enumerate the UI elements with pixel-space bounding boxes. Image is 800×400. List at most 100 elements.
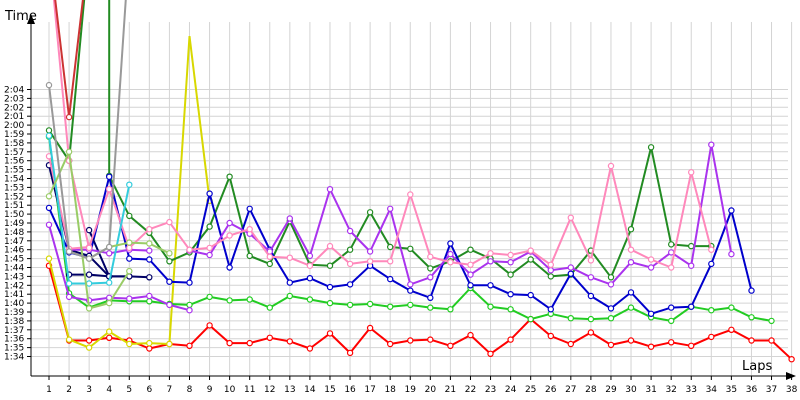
x-tick-label: 28 — [585, 385, 597, 395]
data-point — [85, 344, 93, 351]
data-point — [326, 330, 334, 337]
data-point — [527, 256, 534, 263]
data-point — [387, 275, 394, 283]
data-point — [166, 250, 173, 257]
x-tick-label: 25 — [525, 385, 536, 395]
x-tick-label: 11 — [244, 385, 255, 395]
y-tick-label: 1:57 — [4, 148, 24, 158]
data-point — [507, 271, 514, 278]
data-point — [126, 255, 133, 262]
tick-labels: 1 2 3 4 5 6 7 8 9 10 11 12 13 14 15 16 17 18 19 20 21 22 23 24 2… — [4, 86, 798, 396]
data-point — [166, 258, 173, 265]
data-point — [266, 260, 273, 268]
data-point — [346, 246, 354, 253]
data-point — [306, 262, 314, 269]
data-point — [587, 315, 595, 323]
y-axis-arrow — [27, 14, 35, 24]
series-14 — [45, 153, 715, 271]
data-point — [467, 246, 474, 253]
data-point — [65, 293, 73, 301]
data-point — [507, 336, 514, 343]
data-point — [206, 293, 213, 301]
data-point — [146, 292, 153, 300]
y-tick-label: 1:51 — [4, 201, 24, 211]
data-point — [607, 315, 615, 322]
x-tick-label: 9 — [207, 385, 213, 395]
data-point — [507, 251, 514, 259]
data-point — [45, 221, 53, 228]
x-tick-label: 2 — [66, 385, 72, 395]
y-tick-label: 1:54 — [4, 175, 24, 185]
data-point — [527, 315, 534, 323]
data-point — [627, 259, 635, 266]
series-line — [48, 265, 793, 360]
y-tick-label: 1:58 — [4, 139, 24, 149]
data-point — [587, 274, 595, 281]
data-point — [688, 169, 695, 176]
data-point — [65, 113, 73, 121]
series-11 — [45, 221, 193, 314]
data-point — [567, 315, 575, 322]
data-point — [547, 273, 555, 280]
data-point — [668, 264, 675, 271]
data-point — [246, 225, 253, 233]
data-point — [407, 287, 414, 294]
data-point — [266, 253, 273, 260]
data-point — [306, 345, 314, 352]
data-point — [186, 301, 193, 309]
data-point — [146, 256, 153, 263]
data-point — [206, 244, 213, 252]
data-point — [126, 244, 133, 252]
data-point — [45, 255, 53, 262]
data-point — [487, 250, 494, 257]
data-point — [567, 270, 575, 277]
data-point — [487, 303, 494, 310]
data-point — [467, 261, 474, 268]
data-point — [708, 307, 715, 314]
data-point — [627, 289, 635, 296]
data-point — [507, 306, 514, 313]
data-point — [45, 127, 53, 134]
data-point — [226, 264, 233, 271]
data-point — [788, 356, 795, 363]
data-point — [146, 240, 153, 247]
series-17 — [45, 148, 133, 312]
x-tick-label: 38 — [786, 385, 798, 395]
data-point — [447, 259, 454, 266]
data-point — [688, 242, 695, 250]
y-tick-label: 1:55 — [4, 166, 24, 176]
data-point — [427, 265, 434, 272]
x-tick-label: 19 — [405, 385, 417, 395]
data-point — [567, 264, 575, 271]
x-tick-label: 1 — [46, 385, 52, 395]
data-point — [326, 262, 334, 269]
data-point — [547, 332, 555, 340]
data-point — [286, 254, 293, 261]
y-tick-label: 1:44 — [4, 264, 24, 274]
data-point — [266, 304, 273, 311]
x-tick-label: 22 — [465, 385, 476, 395]
data-point — [186, 279, 193, 286]
y-tick-label: 1:49 — [4, 219, 24, 229]
data-point — [387, 340, 394, 348]
data-point — [105, 173, 113, 180]
data-point — [547, 267, 555, 274]
y-tick-label: 1:48 — [4, 228, 24, 238]
y-tick-label: 1:37 — [4, 326, 24, 336]
data-point — [85, 271, 93, 278]
data-point — [647, 343, 655, 350]
data-point — [407, 301, 414, 309]
data-point — [85, 226, 93, 234]
series-line — [188, 35, 211, 201]
data-point — [487, 258, 494, 265]
y-tick-label: 1:45 — [4, 255, 24, 265]
data-point — [326, 242, 334, 250]
x-tick-label: 20 — [425, 385, 437, 395]
y-tick-label: 1:39 — [4, 308, 24, 318]
x-tick-label: 31 — [645, 385, 656, 395]
data-point — [105, 243, 113, 251]
x-tick-label: 14 — [304, 385, 316, 395]
data-point — [206, 322, 213, 329]
x-tick-label: 15 — [324, 385, 335, 395]
data-point — [206, 251, 213, 259]
